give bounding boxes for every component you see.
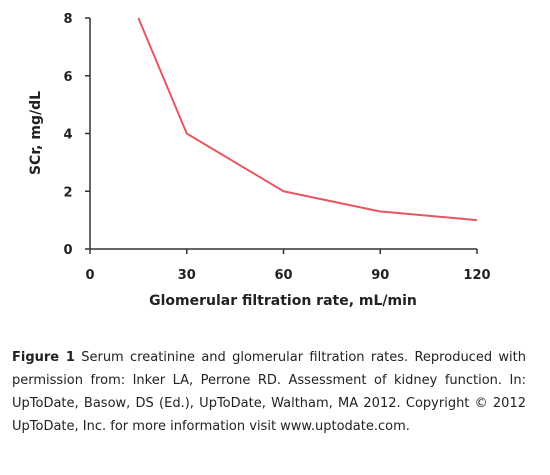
x-axis-title: Glomerular filtration rate, mL/min	[149, 293, 417, 309]
figure-caption-text: Serum creatinine and glomerular filtrati…	[12, 350, 526, 434]
serum-creatinine-chart: 0 2 4 6 8 0 30 60 90 120 Glomerular filtration r…	[28, 12, 491, 309]
x-tick-label: 60	[274, 268, 292, 283]
y-tick-label: 6	[63, 70, 72, 85]
x-tick-label: 120	[463, 268, 490, 283]
x-axis-ticks: 0 30 60 90 120	[85, 249, 491, 283]
figure-label: Figure 1	[12, 350, 75, 365]
y-tick-label: 8	[63, 12, 72, 27]
y-axis-title: SCr, mg/dL	[28, 91, 44, 175]
y-tick-label: 0	[63, 243, 72, 258]
x-tick-label: 0	[85, 268, 94, 283]
y-tick-label: 2	[63, 185, 72, 200]
x-tick-label: 30	[178, 268, 196, 283]
y-tick-label: 4	[63, 128, 72, 143]
series-layer	[137, 17, 478, 222]
y-axis-ticks: 0 2 4 6 8	[63, 12, 90, 258]
series-line	[137, 17, 478, 222]
figure-caption: Figure 1 Serum creatinine and glomerular…	[12, 346, 526, 438]
x-tick-label: 90	[371, 268, 389, 283]
